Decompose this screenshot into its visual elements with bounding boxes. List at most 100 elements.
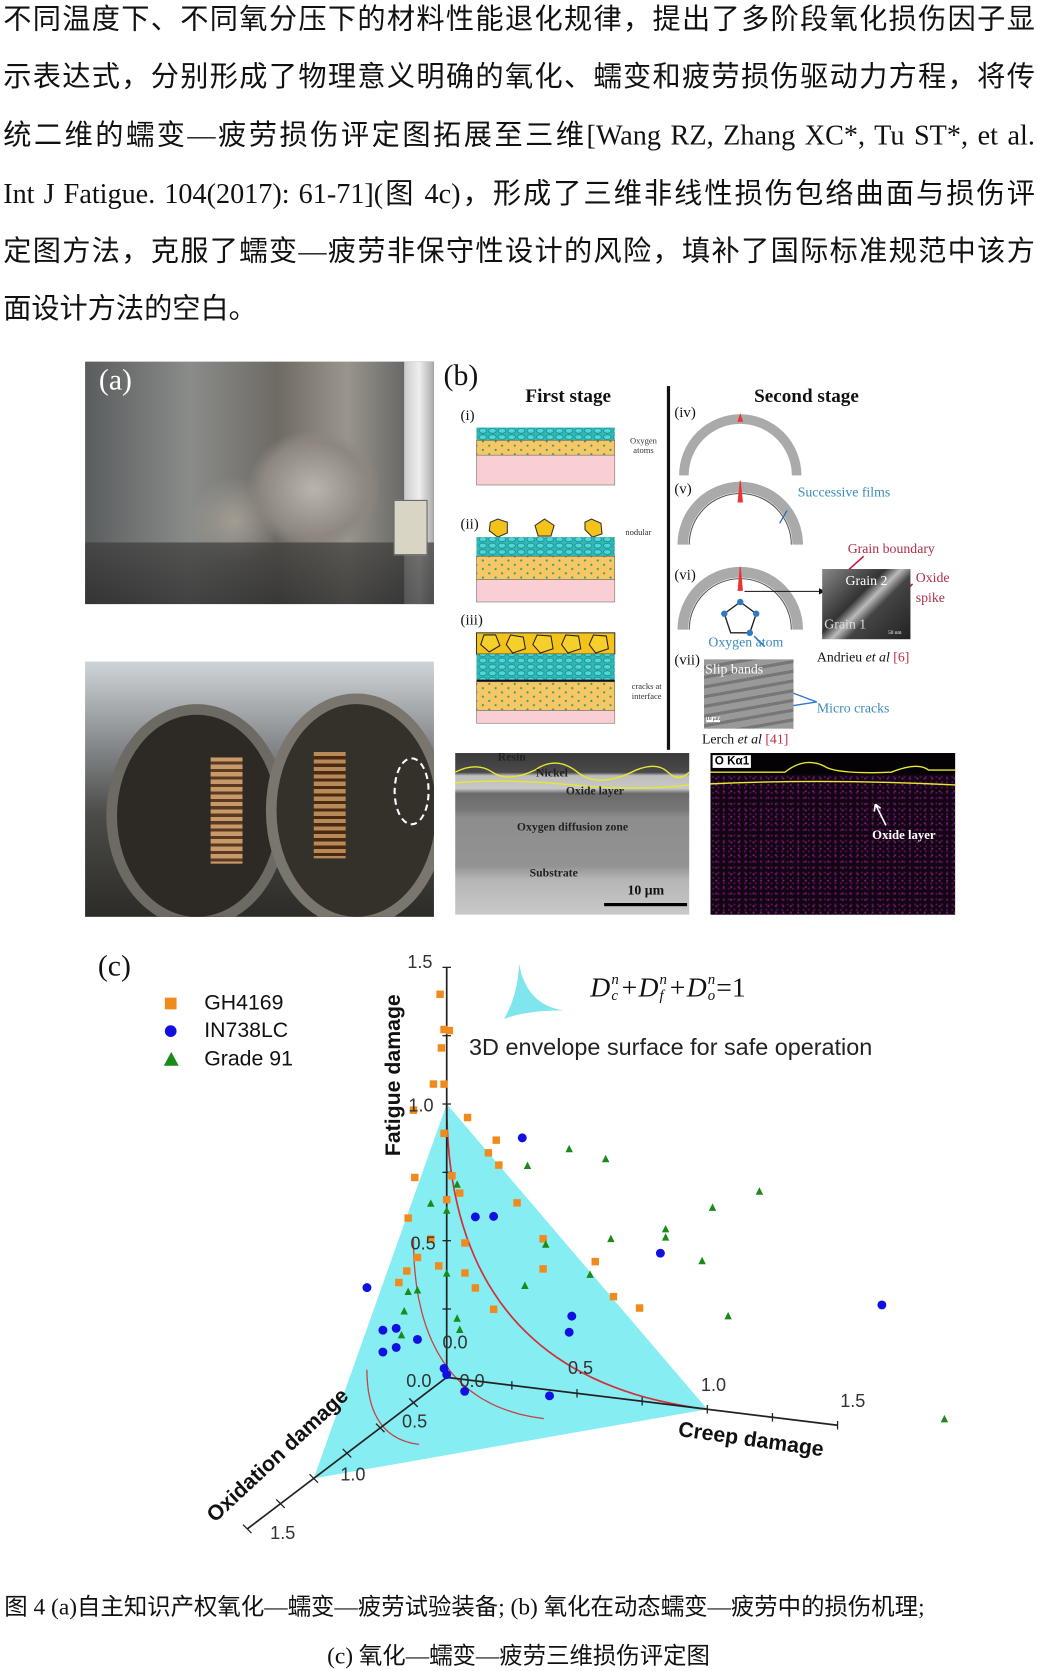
data-point-grade-91 [413, 1285, 422, 1294]
stage-iii-diagram [475, 632, 616, 724]
nodular-label: nodular [625, 527, 652, 538]
paragraph-line: 统二维的蠕变—疲劳损伤评定图拓展至三维[Wang RZ, Zhang XC*, … [3, 119, 1035, 152]
test-equipment-photo-chamber [85, 661, 434, 917]
data-point-grade-91 [601, 1154, 610, 1163]
figure-caption-line-2: (c) 氧化—蠕变—疲劳三维损伤评定图 [327, 1642, 710, 1669]
data-point-grade-91 [521, 1281, 529, 1289]
stage-i-diagram [476, 427, 616, 486]
data-point-in738lc [460, 1386, 470, 1396]
sem-cross-section-image: Resin Nickel Oxide layer Oxygen diffusio… [455, 753, 690, 915]
legend-label: Grade 91 [204, 1047, 293, 1072]
eds-oxygen-map: O Kα1 Oxide layer [710, 753, 956, 915]
formula-exponent: n [611, 972, 619, 989]
creep-tick-label: 0.5 [568, 1358, 593, 1378]
envelope-level-curve [366, 1369, 420, 1446]
slip-bands-micrograph: Slip bands 10 μm [704, 659, 794, 729]
test-equipment-photo-exterior: (a) [85, 361, 434, 605]
envelope-curve-creep-fatigue [445, 1104, 708, 1411]
data-point-in738lc [655, 1248, 665, 1258]
formula-operator: + [668, 972, 687, 1003]
micro-cracks-label: Micro cracks [816, 699, 890, 716]
data-point-gh4169 [413, 1253, 422, 1262]
panel-a-label: (a) [98, 363, 132, 397]
data-point-gh4169 [395, 1278, 403, 1287]
data-point-grade-91 [442, 1269, 451, 1277]
data-point-gh4169 [461, 1269, 469, 1277]
data-point-gh4169 [404, 1214, 412, 1222]
fatigue-tick-label: 0.5 [411, 1234, 436, 1254]
data-point-gh4169 [463, 1113, 472, 1122]
oxidation-tick-label: 1.5 [270, 1523, 295, 1543]
stage-ii-diagram [476, 518, 616, 603]
data-point-grade-91 [661, 1224, 670, 1233]
second-stage-title: Second stage [754, 385, 859, 407]
oxygen-atoms-label: Oxygen atoms [630, 436, 657, 456]
formula-equals: =1 [716, 972, 746, 1003]
data-point-gh4169 [609, 1292, 618, 1301]
creep-axis-title: Creep damage [677, 1417, 826, 1461]
data-point-gh4169 [461, 1239, 469, 1247]
scale-bar-label: 10 μm [627, 881, 665, 898]
substrate-label: Substrate [529, 866, 578, 880]
data-point-gh4169 [435, 1262, 443, 1270]
stage-label: (i) [460, 408, 475, 425]
paragraph-line: 定图方法，克服了蠕变—疲劳非保守性设计的风险，填补了国际标准规范中该方 [3, 235, 1035, 267]
data-point-gh4169 [427, 1235, 435, 1243]
paragraph-line: 示表达式，分别形成了物理意义明确的氧化、蠕变和疲劳损伤驱动力方程，将传 [3, 60, 1035, 93]
first-stage-title: First stage [525, 385, 612, 407]
data-point-gh4169 [411, 1173, 419, 1182]
formula-term: D [638, 972, 659, 1003]
formula-exponent: n [707, 972, 716, 989]
lerch-reference: Lerch et al [41] [702, 731, 788, 748]
formula-subscript: o [707, 988, 716, 1005]
data-point-gh4169 [436, 990, 444, 998]
legend-label: IN738LC [204, 1018, 289, 1043]
stage-divider [666, 386, 671, 750]
data-point-gh4169 [442, 1195, 451, 1204]
data-point-in738lc [391, 1342, 401, 1352]
oxidation-tick-label: 0.0 [406, 1371, 431, 1391]
data-point-gh4169 [489, 1305, 498, 1314]
eds-map-title: O Kα1 [712, 755, 752, 768]
formula-subscript: f [659, 988, 664, 1005]
data-point-gh4169 [492, 1136, 500, 1144]
resin-label: Resin [497, 753, 526, 764]
data-point-grade-91 [453, 1180, 461, 1188]
grain-boundary-micrograph: Grain 2 Grain 1 50 nm [822, 569, 911, 640]
stage-label: (vii) [674, 653, 700, 670]
envelope-surface-icon [504, 963, 564, 1019]
formula-term: D [686, 972, 707, 1003]
fatigue-axis-title: Fatigue damage [381, 994, 405, 1156]
paragraph-line: 面设计方法的空白。 [3, 292, 257, 325]
formula-term: D [590, 972, 611, 1003]
grain-1-label: Grain 1 [824, 615, 867, 632]
data-point-gh4169 [429, 1080, 438, 1088]
data-point-gh4169 [448, 1172, 456, 1180]
scale-bar-label: 10 μm [706, 716, 720, 723]
data-point-grade-91 [607, 1234, 615, 1243]
data-point-grade-91 [755, 1187, 764, 1195]
formula-exponent: n [659, 972, 667, 989]
grain-2-label: Grain 2 [845, 572, 888, 589]
data-point-grade-91 [523, 1161, 532, 1170]
ref-number: [6] [889, 648, 910, 665]
panel-c-label: (c) [97, 949, 131, 983]
oxidation-axis-tick [342, 1448, 352, 1458]
data-point-in738lc [517, 1133, 527, 1143]
data-point-grade-91 [400, 1307, 408, 1315]
panel-b-label: (b) [443, 359, 479, 393]
data-point-in738lc [877, 1300, 887, 1310]
grain-boundary-label: Grain boundary [847, 540, 935, 557]
oxidation-axis-tick [309, 1473, 319, 1484]
data-point-gh4169 [539, 1265, 547, 1273]
data-point-gh4169 [409, 1106, 418, 1114]
ref-author: Andrieu [816, 648, 866, 665]
data-point-gh4169 [591, 1257, 599, 1266]
data-point-in738lc [442, 1370, 452, 1380]
data-point-in738lc [362, 1283, 372, 1293]
data-point-in738lc [470, 1212, 480, 1222]
envelope-surface [313, 1104, 708, 1479]
